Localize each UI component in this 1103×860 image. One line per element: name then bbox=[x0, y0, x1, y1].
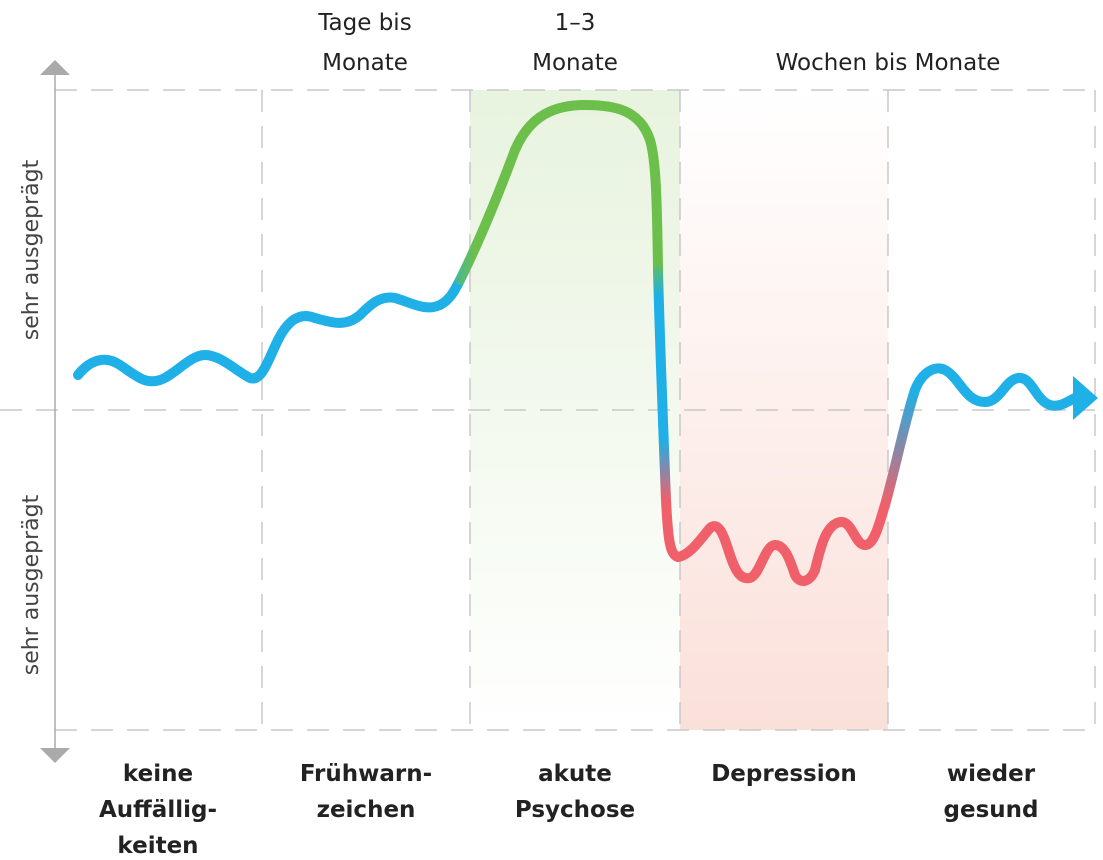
phase-label: Psychose bbox=[515, 797, 635, 823]
phase-label: keine bbox=[123, 761, 193, 787]
phase-label: Depression bbox=[711, 761, 857, 787]
duration-label: Tage bis bbox=[317, 10, 411, 36]
phase-label: Auffällig- bbox=[99, 797, 217, 823]
phase-label: akute bbox=[538, 761, 612, 787]
phase-label: zeichen bbox=[317, 797, 416, 823]
arrow-up bbox=[40, 60, 70, 75]
phase-label: keiten bbox=[117, 833, 198, 859]
arrow-down bbox=[40, 748, 70, 763]
duration-label: Monate bbox=[532, 50, 618, 76]
duration-label: Wochen bis Monate bbox=[776, 50, 1001, 76]
depression-band bbox=[680, 90, 888, 730]
phase-label: wieder bbox=[947, 761, 1036, 787]
duration-label: Monate bbox=[322, 50, 408, 76]
y-axis-label: sehr ausgeprägt bbox=[19, 159, 44, 340]
y-axis-label: sehr ausgeprägt bbox=[19, 494, 44, 675]
course-curve bbox=[73, 100, 1098, 586]
phase-label: gesund bbox=[944, 797, 1039, 823]
phase-label: Frühwarn- bbox=[300, 761, 432, 787]
duration-label: 1–3 bbox=[555, 10, 596, 36]
